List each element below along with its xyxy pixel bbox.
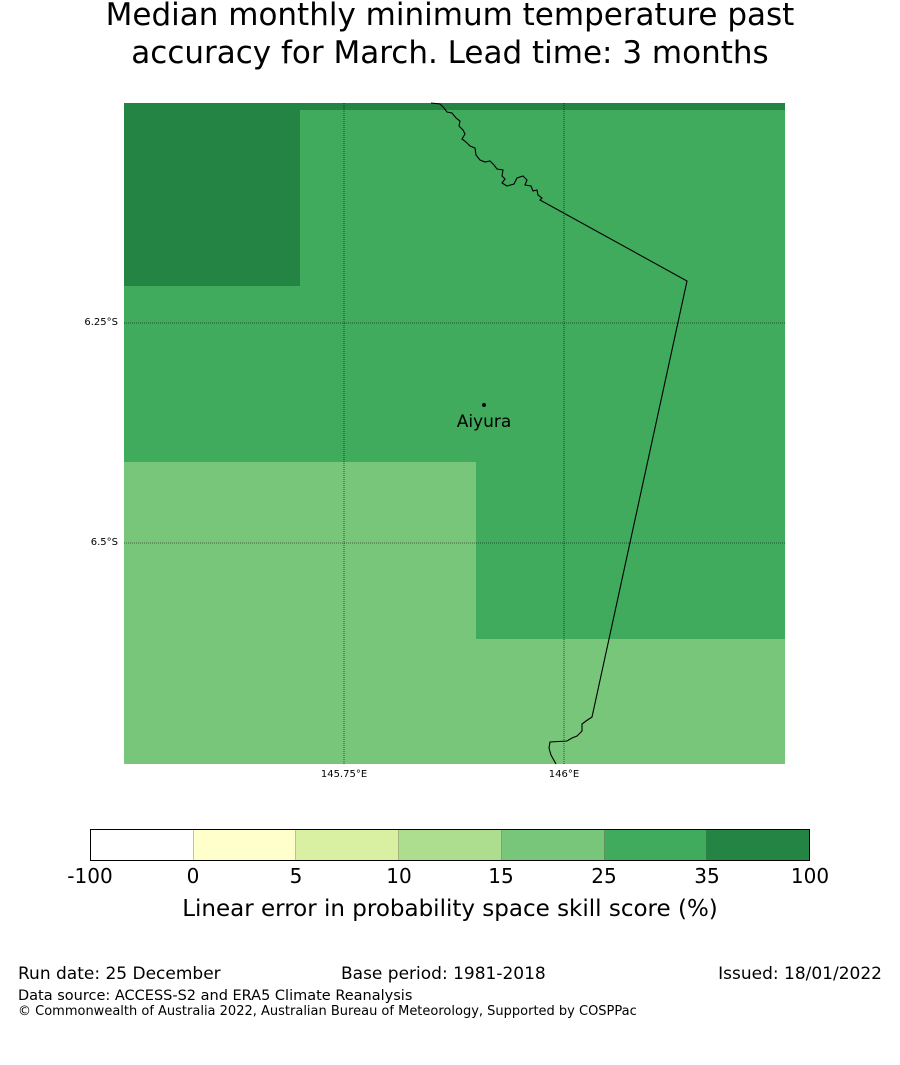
colorbar-segment (296, 830, 400, 860)
colorbar-tick-label: 100 (790, 864, 830, 888)
city-label: Aiyura (456, 412, 512, 432)
colorbar-tick-label: 5 (289, 864, 303, 888)
colorbar-tick-label: 35 (694, 864, 720, 888)
colorbar-segment (604, 830, 708, 860)
map-title-line-2: accuracy for March. Lead time: 3 months (131, 35, 769, 71)
grid-cell-35-100 (124, 110, 300, 286)
grid-cell-25-35 (124, 286, 785, 462)
run-date: Run date: 25 December (18, 964, 221, 984)
longitude-label: 146°E (548, 769, 580, 780)
colorbar-tick-label: 10 (386, 864, 412, 888)
map-title-line-1: Median monthly minimum temperature past (105, 0, 795, 33)
colorbar-segment (399, 830, 502, 860)
issued-date: Issued: 18/01/2022 (718, 964, 882, 984)
latitude-label: 6.5°S (90, 537, 118, 548)
latitude-label: 6.25°S (84, 317, 118, 328)
grid-cell-35-100 (124, 103, 785, 110)
colorbar-segment (707, 830, 810, 860)
colorbar-segment (193, 830, 297, 860)
grid-cell-15-25 (476, 639, 785, 764)
copyright-notice: © Commonwealth of Australia 2022, Austra… (18, 1004, 637, 1019)
data-source: Data source: ACCESS-S2 and ERA5 Climate … (18, 988, 413, 1004)
city-marker (482, 403, 486, 407)
colorbar-segment (501, 830, 605, 860)
colorbar-segment (91, 830, 194, 860)
base-period: Base period: 1981-2018 (341, 964, 546, 984)
colorbar (90, 829, 810, 861)
colorbar-tick-label: 0 (186, 864, 200, 888)
grid-cell-15-25 (124, 462, 476, 764)
colorbar-tick-label: 25 (591, 864, 617, 888)
colorbar-tick-label: -100 (67, 864, 113, 888)
colorbar-title: Linear error in probability space skill … (182, 896, 718, 922)
longitude-label: 145.75°E (320, 769, 368, 780)
skill-score-map (124, 102, 785, 765)
province-boundary (430, 102, 688, 765)
grid-cell-25-35 (476, 462, 785, 639)
colorbar-tick-label: 15 (488, 864, 514, 888)
